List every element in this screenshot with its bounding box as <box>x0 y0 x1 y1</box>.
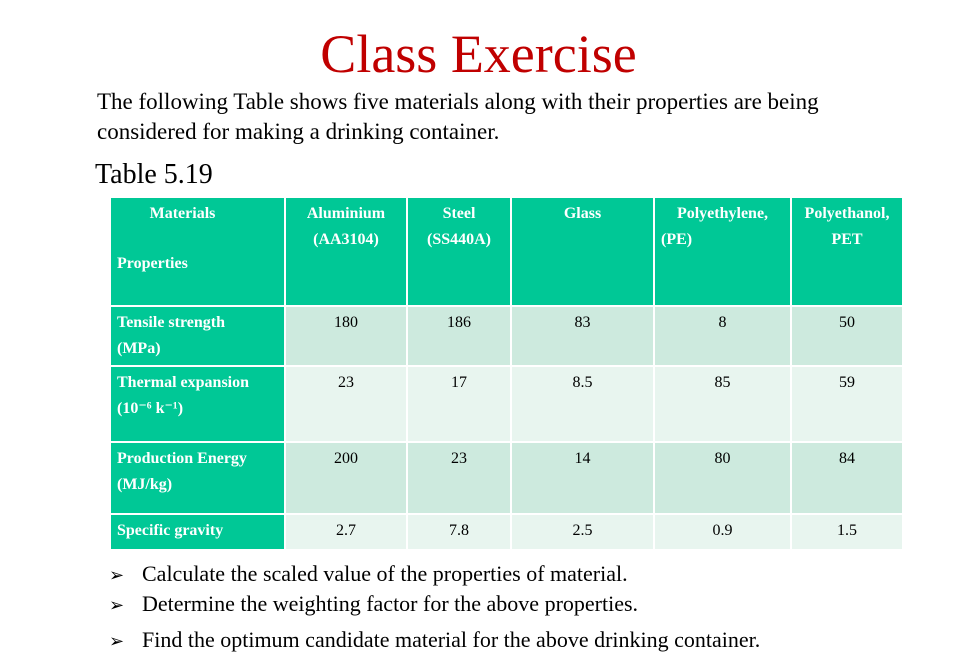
column-header-steel: Steel (SS440A) <box>406 196 512 307</box>
column-header-line1: Steel <box>442 205 476 222</box>
table-cell: 50 <box>790 305 904 367</box>
column-header-line1: Polyethanol, <box>804 205 890 222</box>
table-cell: 1.5 <box>790 513 904 551</box>
table-row-specific-gravity: Specific gravity 2.7 7.8 2.5 0.9 1.5 <box>109 513 904 551</box>
row-label-line2: (10⁻⁶ k⁻¹) <box>117 400 184 417</box>
row-label-line1: Specific gravity <box>117 522 224 539</box>
table-cell: 186 <box>406 305 512 367</box>
row-label-cell: Specific gravity <box>109 513 286 551</box>
column-header-line2: (AA3104) <box>313 231 379 248</box>
table-cell: 14 <box>510 441 655 515</box>
column-header-line1: Aluminium <box>306 205 386 222</box>
row-label-cell: Tensile strength (MPa) <box>109 305 286 367</box>
intro-paragraph: The following Table shows five materials… <box>97 89 819 144</box>
list-item-text: Find the optimum candidate material for … <box>142 627 761 652</box>
table-row-thermal-expansion: Thermal expansion (10⁻⁶ k⁻¹) 23 17 8.5 85… <box>109 365 904 443</box>
materials-table: Materials Properties Aluminium (AA3104) S… <box>109 196 904 551</box>
table-cell: 17 <box>406 365 512 443</box>
row-label-line1: Thermal expansion <box>117 374 250 391</box>
table-caption: Table 5.19 <box>95 159 213 190</box>
table-row-tensile-strength: Tensile strength (MPa) 180 186 83 8 50 <box>109 305 904 367</box>
table-cell: 7.8 <box>406 513 512 551</box>
list-item: ➢ Find the optimum candidate material for… <box>109 626 760 656</box>
row-label-line1: Tensile strength <box>117 314 226 331</box>
table-cell: 2.5 <box>510 513 655 551</box>
corner-properties-label: Properties <box>117 255 188 272</box>
table-cell: 0.9 <box>653 513 792 551</box>
table-cell: 2.7 <box>284 513 408 551</box>
row-label-cell: Production Energy (MJ/kg) <box>109 441 286 515</box>
list-item-text: Determine the weighting factor for the a… <box>142 591 639 616</box>
column-header-line2: (PE) <box>661 231 693 248</box>
table-cell: 8 <box>653 305 792 367</box>
table-cell: 23 <box>284 365 408 443</box>
column-header-line1: Glass <box>563 205 602 222</box>
column-header-line1: Polyethylene, <box>676 205 769 222</box>
table-cell: 59 <box>790 365 904 443</box>
arrow-bullet-icon: ➢ <box>109 595 125 616</box>
table-row-production-energy: Production Energy (MJ/kg) 200 23 14 80 84 <box>109 441 904 515</box>
list-item: ➢ Calculate the scaled value of the prope… <box>109 560 760 590</box>
corner-cell: Materials Properties <box>109 196 286 307</box>
table-cell: 23 <box>406 441 512 515</box>
corner-materials-label: Materials <box>149 205 216 222</box>
list-item-text: Calculate the scaled value of the proper… <box>142 561 628 586</box>
table-cell: 8.5 <box>510 365 655 443</box>
table-cell: 200 <box>284 441 408 515</box>
column-header-glass: Glass <box>510 196 655 307</box>
table-cell: 85 <box>653 365 792 443</box>
arrow-bullet-icon: ➢ <box>109 631 125 652</box>
row-label-cell: Thermal expansion (10⁻⁶ k⁻¹) <box>109 365 286 443</box>
column-header-line2: PET <box>831 231 863 248</box>
row-label-line1: Production Energy <box>117 450 247 467</box>
column-header-polyethanol: Polyethanol, PET <box>790 196 904 307</box>
slide-title: Class Exercise <box>320 24 637 84</box>
task-list: ➢ Calculate the scaled value of the prope… <box>109 560 760 656</box>
column-header-aluminium: Aluminium (AA3104) <box>284 196 408 307</box>
arrow-bullet-icon: ➢ <box>109 565 125 586</box>
row-label-line2: (MJ/kg) <box>117 476 173 493</box>
list-item: ➢ Determine the weighting factor for the … <box>109 590 760 620</box>
table-cell: 80 <box>653 441 792 515</box>
row-label-line2: (MPa) <box>117 340 161 357</box>
column-header-line2: (SS440A) <box>426 231 491 248</box>
table-header-row: Materials Properties Aluminium (AA3104) S… <box>109 196 904 307</box>
table-cell: 180 <box>284 305 408 367</box>
table-cell: 84 <box>790 441 904 515</box>
table-cell: 83 <box>510 305 655 367</box>
column-header-polyethylene: Polyethylene, (PE) <box>653 196 792 307</box>
